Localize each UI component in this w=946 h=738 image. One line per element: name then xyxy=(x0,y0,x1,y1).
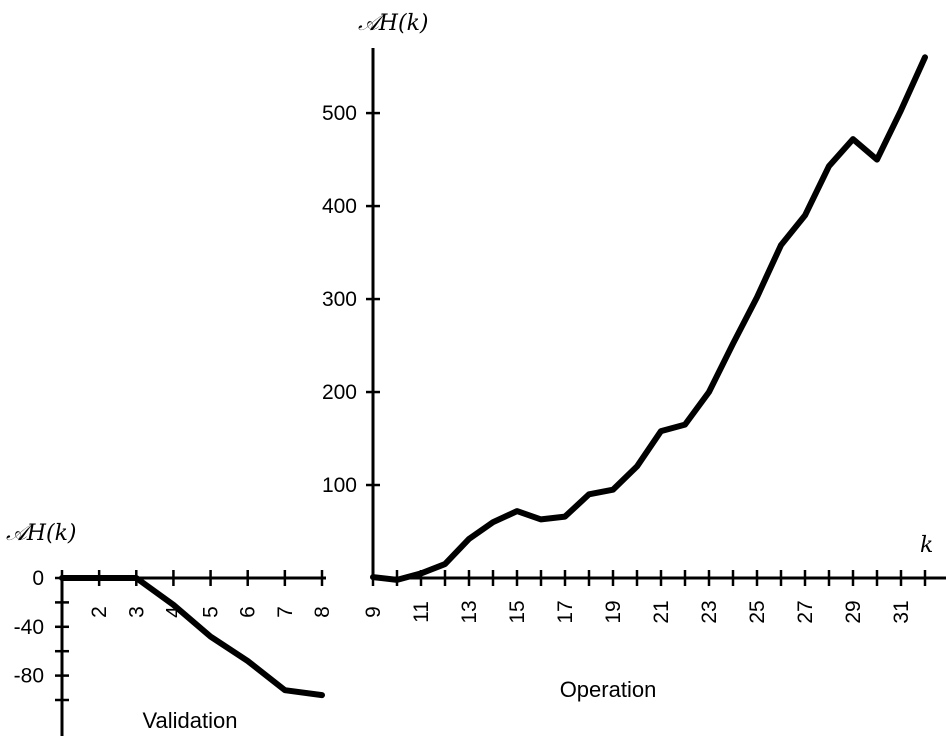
operation-panel-label: Operation xyxy=(560,677,657,702)
operation-y-tick-label: 500 xyxy=(322,102,357,125)
operation-panel: 9 11 13 15 17 19 21 23 25 27 29 31 100 200 300 400 500 𝒜H… xyxy=(322,11,946,702)
validation-y-tick-label: -80 xyxy=(14,665,44,688)
operation-x-tick-label: 25 xyxy=(746,600,769,623)
validation-x-tick-label: 3 xyxy=(125,606,148,618)
operation-series-line xyxy=(370,54,928,583)
validation-x-tick-label: 6 xyxy=(237,606,260,618)
validation-y-tick-label: -40 xyxy=(14,616,44,639)
validation-y-tick-label: 0 xyxy=(32,567,44,590)
operation-x-tick-label: 31 xyxy=(890,600,913,623)
validation-x-tick-label: 7 xyxy=(274,606,297,618)
operation-x-tick-label: 21 xyxy=(650,600,673,623)
operation-y-tick-label: 300 xyxy=(322,288,357,311)
operation-x-tick-label: 19 xyxy=(602,600,625,623)
validation-series-line xyxy=(59,575,325,699)
operation-x-tick-label: 27 xyxy=(794,600,817,623)
validation-panel-label: Validation xyxy=(143,708,238,733)
operation-x-tick-label: 15 xyxy=(506,600,529,623)
operation-y-tick-label: 200 xyxy=(322,381,357,404)
operation-y-axis-title: 𝒜H(k) xyxy=(358,11,429,36)
operation-y-tick-label: 100 xyxy=(322,474,357,497)
operation-x-tick-label: 23 xyxy=(698,600,721,623)
operation-x-tick-label: 9 xyxy=(362,606,385,618)
operation-x-tick-label: 13 xyxy=(458,600,481,623)
operation-y-tick-label: 400 xyxy=(322,195,357,218)
operation-x-tick-label: 11 xyxy=(410,601,433,623)
operation-x-axis-title: k xyxy=(920,533,933,558)
validation-x-tick-label: 2 xyxy=(88,606,111,618)
validation-y-axis-title: 𝒜H(k) xyxy=(6,521,77,546)
operation-x-tick-label: 17 xyxy=(554,600,577,623)
validation-x-tick-label: 8 xyxy=(311,606,334,618)
operation-x-tick-label: 29 xyxy=(842,600,865,623)
validation-x-tick-label: 5 xyxy=(200,606,223,618)
